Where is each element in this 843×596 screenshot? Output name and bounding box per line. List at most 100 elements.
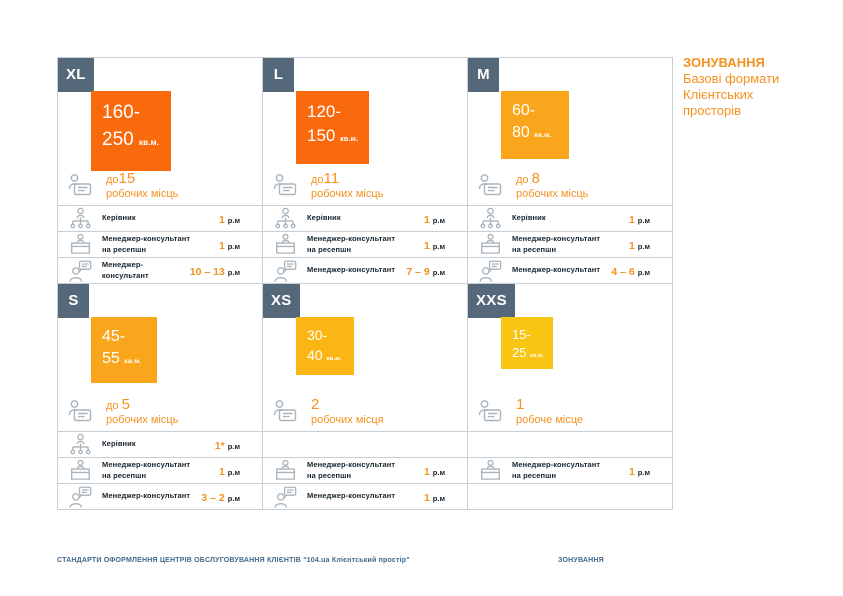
workplaces-label: робочих місць: [106, 414, 179, 426]
workplace-icon: [270, 172, 300, 199]
area-range-number: 40: [307, 346, 323, 363]
workplaces-number: 15: [118, 170, 136, 187]
staff-count-number: 1: [218, 239, 225, 252]
staff-count-value: 1 р.м: [424, 462, 445, 480]
workplaces-prefix: до: [516, 174, 532, 186]
staff-count-unit: р.м: [637, 267, 650, 277]
size-tab-label: XS: [271, 292, 292, 309]
workplace-icon: [270, 398, 300, 425]
staff-count-value: 4 – 6 р.м: [611, 262, 650, 280]
staff-role-label: Менеджер-консультант: [101, 260, 149, 280]
workplace-icon: [475, 398, 505, 425]
staff-count-value: 1 р.м: [219, 210, 240, 228]
staff-rows: Керівник 1 р.м Менеджер-консультант на ре…: [263, 205, 467, 283]
staff-row: Менеджер-консультант на ресепшн 1 р.м: [263, 231, 467, 257]
area-square: 120- 150 кв.м.: [296, 91, 369, 164]
staff-count-number: 7 – 9: [406, 265, 430, 278]
page-subtitle-line: Клієнтських: [683, 87, 754, 102]
area-range-number: 80: [512, 124, 530, 142]
staff-row: Менеджер-консультант 4 – 6 р.м: [468, 257, 672, 283]
staff-row: Менеджер-консультант на ресепшн 1 р.м: [468, 231, 672, 257]
workplaces-label: робочих місць: [106, 188, 179, 200]
reception-icon: [476, 233, 504, 256]
staff-role-label: Менеджер-консультант: [512, 265, 601, 275]
staff-row: Керівник 1 р.м: [58, 205, 262, 231]
staff-row: Менеджер-консультант 1 р.м: [263, 483, 467, 509]
staff-count-value: 1 р.м: [424, 236, 445, 254]
area-unit: кв.м.: [534, 132, 552, 140]
card-top-section: XXS 15- 25 кв.м. 1 робоче місце: [468, 284, 672, 431]
staff-role-label: Менеджер-консультант: [102, 491, 191, 501]
staff-count-value: 1 р.м: [629, 236, 650, 254]
staff-role-label: Менеджер-консультант на ресепшн: [512, 460, 601, 480]
area-range-line2: 250 кв.м.: [102, 127, 171, 154]
page-subtitle-line: просторів: [683, 103, 742, 118]
card-top-section: XS 30- 40 кв.м. 2 робочих місця: [263, 284, 467, 431]
reception-icon: [271, 459, 299, 482]
staff-count-value: 1* р.м: [215, 436, 240, 454]
staff-count-number: 10 – 13: [189, 265, 225, 278]
area-range-line1: 160-: [102, 102, 141, 123]
size-tab: XL: [58, 58, 94, 92]
workplaces-number: 8: [531, 170, 540, 187]
workplaces-prefix: до: [311, 174, 324, 186]
staff-row: Менеджер-консультант на ресепшн 1 р.м: [468, 457, 672, 483]
staff-row: Менеджер-консультант 10 – 13 р.м: [58, 257, 262, 283]
staff-count-unit: р.м: [432, 267, 445, 277]
page-title-block: ЗОНУВАННЯ Базові формати Клієнтських про…: [683, 55, 813, 119]
size-tab: S: [58, 284, 89, 318]
staff-row: [468, 431, 672, 457]
staff-count-unit: р.м: [637, 467, 650, 477]
workplaces-text: до15 робочих місць: [106, 170, 179, 201]
staff-count-value: 1 р.м: [424, 210, 445, 228]
staff-count-number: 1: [218, 465, 225, 478]
staff-role-label: Керівник: [307, 213, 341, 223]
staff-role-label: Менеджер-консультант: [307, 265, 396, 275]
area-unit: кв.м.: [124, 358, 142, 366]
area-unit: кв.м.: [326, 355, 342, 362]
area-range-number: 25: [512, 345, 527, 361]
area-square: 15- 25 кв.м.: [501, 317, 553, 369]
staff-count-value: [647, 436, 650, 454]
staff-count-number: 1: [423, 239, 430, 252]
area-range-line2: 150 кв.м.: [307, 124, 369, 148]
format-card: XXS 15- 25 кв.м. 1 робоче місце: [468, 284, 673, 510]
staff-count-unit: р.м: [227, 441, 240, 451]
staff-count-value: 1 р.м: [629, 462, 650, 480]
staff-role-label: Менеджер-консультант на ресепшн: [307, 460, 396, 480]
staff-count-number: 1: [423, 465, 430, 478]
area-square: 30- 40 кв.м.: [296, 317, 354, 375]
workplace-icon: [475, 172, 505, 199]
reception-icon: [476, 459, 504, 482]
staff-count-unit: р.м: [432, 467, 445, 477]
staff-rows: Керівник 1 р.м Менеджер-консультант на ре…: [468, 205, 672, 283]
workplaces-number: 11: [323, 170, 340, 187]
area-range-number: 55: [102, 350, 120, 368]
staff-row: Менеджер-консультант на ресепшн 1 р.м: [58, 457, 262, 483]
staff-count-unit: р.м: [637, 241, 650, 251]
staff-count-number: 3 – 2: [201, 491, 225, 504]
workplaces-label: робочих місць: [516, 188, 589, 200]
page-title: ЗОНУВАННЯ: [683, 55, 765, 70]
staff-role-label: Менеджер-консультант на ресепшн: [307, 234, 396, 254]
size-tab: M: [468, 58, 499, 92]
staff-rows: Керівник 1 р.м Менеджер-консультант на ре…: [58, 205, 262, 283]
manager-icon: [476, 207, 504, 230]
staff-count-unit: р.м: [227, 267, 240, 277]
staff-count-unit: р.м: [637, 215, 650, 225]
staff-count-value: [647, 488, 650, 506]
area-range-number: 150: [307, 125, 336, 145]
page-subtitle-line: Базові формати: [683, 71, 780, 86]
area-range-line2: 25 кв.м.: [512, 344, 553, 362]
staff-row: Менеджер-консультант 3 – 2 р.м: [58, 483, 262, 509]
staff-count-number: 1: [423, 491, 430, 504]
staff-count-number: 1: [628, 239, 635, 252]
size-tab-label: M: [477, 66, 490, 83]
footer-section-label: ЗОНУВАННЯ: [558, 557, 604, 564]
area-range-line1: 30-: [307, 327, 328, 343]
staff-role-label: Керівник: [102, 213, 136, 223]
manager-icon: [66, 207, 94, 230]
area-range-line1: 120-: [307, 102, 342, 121]
workplaces-summary: до15 робочих місць: [65, 170, 179, 201]
staff-count-number: 1: [628, 465, 635, 478]
